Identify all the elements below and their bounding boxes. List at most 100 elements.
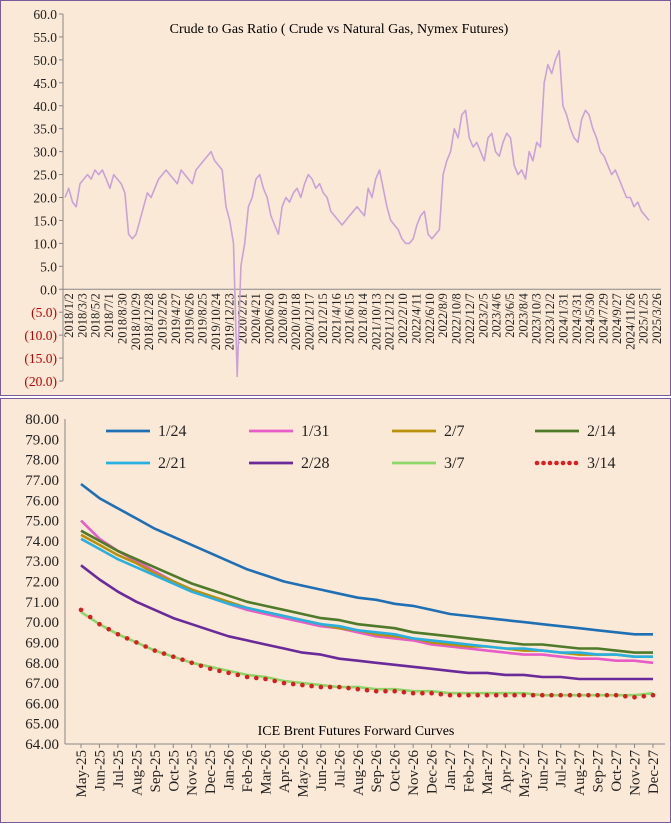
- x-tick-label: Nov-26: [406, 750, 422, 796]
- x-tick-label: 2019/6/26: [182, 293, 196, 344]
- y-tick-label: 60.0: [33, 7, 57, 22]
- y-tick-label: 73.00: [25, 554, 59, 570]
- x-tick-label: Aug-25: [129, 750, 145, 796]
- series-1-31-line: [80, 519, 654, 665]
- y-tick-label: 15.0: [33, 213, 57, 228]
- crude-gas-ratio-panel: Crude to Gas Ratio ( Crude vs Natural Ga…: [0, 0, 671, 396]
- x-tick-label: 2018/1/2: [62, 293, 76, 337]
- series-3-14-point: [263, 676, 268, 682]
- series-3-14-point: [373, 688, 379, 694]
- y-tick-label: 20.0: [33, 191, 57, 206]
- series-3-14-point: [318, 684, 324, 690]
- legend-label: 3/7: [444, 455, 464, 472]
- y-tick-label: 40.0: [33, 99, 57, 114]
- series-3-14-point: [124, 636, 130, 641]
- x-tick-label: 2024/9/27: [610, 293, 624, 344]
- x-tick-label: Jul-25: [111, 750, 127, 788]
- series-3-14-point: [134, 640, 139, 645]
- x-tick-label: 2022/6/10: [423, 293, 437, 344]
- x-tick-label: 2023/2/5: [476, 293, 490, 337]
- legend-swatch: [554, 460, 559, 466]
- series-3-14-point: [207, 666, 213, 672]
- y-tick-label: (5.0): [31, 305, 57, 320]
- ratio-series-line: [64, 49, 650, 378]
- series-3-14-point: [254, 675, 259, 681]
- series-3-14-point: [613, 692, 619, 698]
- series-3-14-point: [623, 694, 628, 699]
- x-tick-label: 2019/8/25: [196, 293, 210, 344]
- x-tick-label: 2019/12/23: [222, 293, 236, 350]
- x-tick-label: 2021/4/16: [329, 293, 343, 344]
- x-tick-label: Sep-26: [369, 750, 385, 793]
- y-tick-label: 66.00: [25, 696, 59, 712]
- x-tick-label: Jan-26: [222, 750, 238, 790]
- y-tick-label: 30.0: [33, 145, 57, 160]
- series-3-14-point: [540, 692, 545, 698]
- x-tick-label: 2021/10/13: [369, 293, 383, 350]
- y-tick-label: 64.00: [25, 737, 59, 753]
- series-3-14-point: [475, 692, 481, 698]
- series-3-14-point: [244, 674, 250, 680]
- x-tick-label: Dec-25: [203, 750, 219, 794]
- x-tick-label: Dec-27: [646, 750, 662, 795]
- legend-swatch: [573, 460, 579, 466]
- x-tick-label: Jun-27: [535, 750, 551, 791]
- series-3-14-point: [300, 682, 305, 688]
- x-tick-label: May-25: [74, 750, 90, 798]
- series-3-14-point: [567, 692, 573, 698]
- series-3-14-point: [420, 690, 425, 696]
- legend-swatch: [547, 460, 553, 466]
- series-3-14-point: [290, 681, 296, 687]
- series-3-14-point: [198, 663, 204, 669]
- y-tick-label: 67.00: [25, 676, 59, 692]
- series-3-14-point: [355, 686, 361, 692]
- x-tick-label: Dec-26: [425, 750, 441, 795]
- x-tick-label: 2023/6/5: [503, 293, 517, 337]
- brent-forward-curves-panel: ICE Brent Futures Forward Curves 80.00 79…: [0, 398, 671, 823]
- series-1-24-line: [80, 482, 653, 636]
- x-tick-label: Aug-27: [572, 750, 588, 796]
- series-3-14-point: [401, 689, 407, 695]
- x-tick-label: 2021/8/14: [356, 293, 370, 344]
- legend-label: 2/14: [587, 423, 615, 440]
- y-tick-label: 71.00: [25, 595, 59, 611]
- series-3-14-point: [346, 685, 351, 691]
- x-tick-label: Sep-27: [591, 750, 607, 793]
- y-tick-label: (15.0): [24, 351, 57, 366]
- series-3-14-point: [337, 684, 342, 690]
- series-3-14-point: [78, 607, 84, 613]
- x-tick-label: 2020/10/18: [289, 293, 303, 350]
- x-tick-label: Mar-26: [259, 750, 275, 795]
- x-tick-label: 2019/2/26: [156, 293, 170, 344]
- series-3-14-point: [521, 692, 527, 698]
- legend-label: 1/31: [301, 423, 329, 440]
- x-tick-label: 2020/8/19: [276, 293, 290, 344]
- x-tick-label: 2021/12/12: [383, 293, 397, 350]
- series-3-14-point: [309, 683, 314, 689]
- y-tick-label: 70.00: [25, 615, 59, 631]
- x-tick-label: 2023/10/3: [530, 293, 544, 344]
- series-3-14-point: [632, 695, 637, 700]
- x-tick-label: 2018/5/2: [89, 293, 103, 337]
- series-3-14-point: [171, 654, 176, 659]
- x-tick-label: Feb-27: [461, 750, 477, 793]
- series-3-14-point: [641, 694, 647, 699]
- x-tick-label: 2018/3/3: [75, 293, 89, 337]
- series-3-14-point: [466, 692, 471, 698]
- series-2-21-line: [80, 537, 653, 658]
- y-tick-label: 45.0: [33, 76, 57, 91]
- legend-label: 2/28: [301, 455, 329, 472]
- legend-label: 1/24: [158, 423, 186, 440]
- legend-label: 2/7: [444, 423, 464, 440]
- series-3-14-point: [87, 614, 93, 620]
- legend-swatch: [560, 460, 566, 466]
- y-tick-label: 75.00: [25, 514, 59, 530]
- x-tick-label: 2022/10/8: [450, 293, 464, 344]
- x-tick-label: 2019/10/24: [209, 293, 223, 351]
- x-tick-label: Jun-26: [314, 750, 330, 791]
- y-tick-label: 65.00: [25, 717, 59, 733]
- series-3-14-point: [503, 692, 508, 698]
- x-tick-label: 2024/3/31: [570, 293, 584, 344]
- x-tick-label: 2025/1/25: [637, 293, 651, 344]
- series-3-14-point: [447, 692, 453, 698]
